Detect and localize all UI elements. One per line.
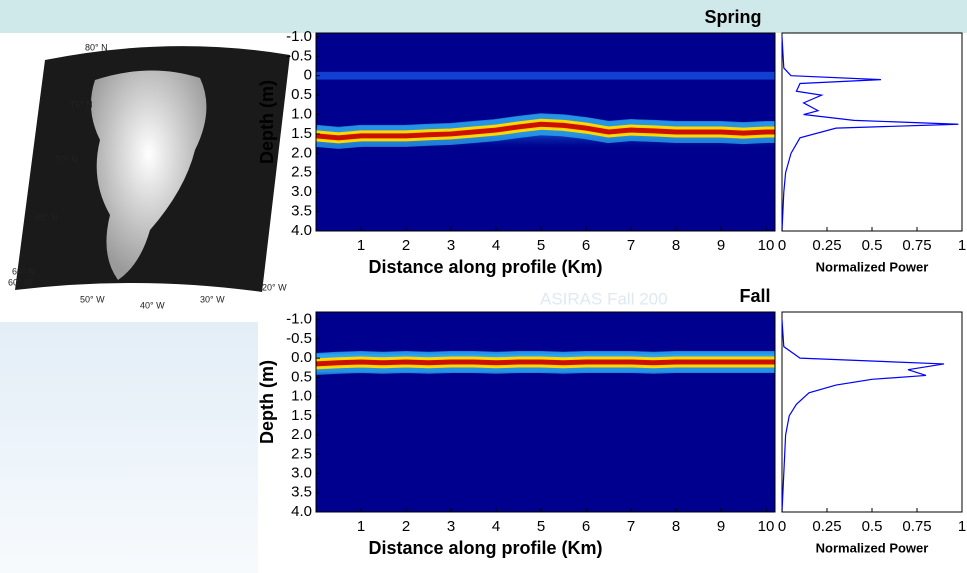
x-tick-label: 2 (402, 518, 410, 535)
map-label: 60° N (12, 266, 35, 276)
map-label: 50° W (80, 294, 105, 304)
chart-title: Fall (739, 286, 770, 306)
x-tick-label: 1 (958, 518, 966, 535)
x-tick-label: 10 (758, 518, 775, 535)
x-tick-label: 5 (537, 237, 545, 254)
layer (315, 359, 775, 367)
x-tick-label: 0.25 (812, 237, 841, 254)
plot-frame (781, 32, 963, 232)
map-label: 60° W (8, 277, 33, 287)
x-tick-label: 0 (778, 237, 786, 254)
x-axis-label: Distance along profile (Km) (368, 538, 602, 558)
y-tick-label: 0.0 (291, 349, 312, 366)
x-axis-label: Normalized Power (816, 540, 929, 555)
map-label: 75° N (70, 99, 93, 109)
plot-frame (315, 311, 776, 513)
y-tick-label: -1.0 (286, 28, 312, 45)
y-tick-label: 2.0 (291, 144, 312, 161)
y-axis-label: Depth (m) (257, 360, 277, 444)
x-tick-label: 2 (402, 237, 410, 254)
x-axis-label: Distance along profile (Km) (368, 257, 602, 277)
x-tick-label: 0.75 (902, 237, 931, 254)
chart-title: Spring (705, 7, 762, 27)
y-tick-label: 2.0 (291, 426, 312, 443)
surface-band (316, 71, 775, 80)
charts: -1.0 -0.5 0 0.5 1.0 1.5 2.0 2.5 3.0 3.5 4.0 1 2 3 4 5 6 7… (257, 7, 966, 558)
y-tick-label: 4.0 (291, 503, 312, 520)
map-label: 30° W (200, 294, 225, 304)
x-tick-label: 6 (582, 518, 590, 535)
map-label: 70° N (55, 154, 78, 164)
y-tick-label: 4.0 (291, 222, 312, 239)
plot-frame (781, 311, 963, 513)
y-tick-label: 1.0 (291, 105, 312, 122)
power-line (781, 319, 945, 513)
x-tick-label: 10 (758, 237, 775, 254)
x-axis-label: Normalized Power (816, 259, 929, 274)
layer (315, 121, 775, 141)
x-tick-label: 1 (357, 237, 365, 254)
x-tick-label: 0 (778, 518, 786, 535)
x-tick-label: 8 (672, 518, 680, 535)
y-tick-label: 0.5 (291, 368, 312, 385)
y-tick-label: 0 (304, 67, 312, 84)
map-labels: 80° N 75° N 70° N 65° N 60° N60° W 50° W 40° W… (8, 42, 287, 310)
y-tick-label: 3.5 (291, 203, 312, 220)
x-tick-label: 6 (582, 237, 590, 254)
side-panel (0, 322, 258, 573)
x-tick-label: 4 (492, 237, 500, 254)
y-tick-label: -0.5 (286, 330, 312, 347)
map-label: 20° W (262, 282, 287, 292)
x-tick-label: 0.5 (862, 237, 883, 254)
y-tick-label: 2.5 (291, 164, 312, 181)
x-tick-label: 0.5 (862, 518, 883, 535)
radar-background (316, 312, 775, 512)
x-tick-label: 7 (627, 237, 635, 254)
x-tick-label: 3 (447, 518, 455, 535)
x-tick-label: 8 (672, 237, 680, 254)
y-tick-label: 1.0 (291, 388, 312, 405)
y-tick-label: 2.5 (291, 445, 312, 462)
x-tick-label: 4 (492, 518, 500, 535)
y-tick-label: 3.5 (291, 484, 312, 501)
plot-frame (315, 32, 776, 232)
y-tick-label: 0.5 (291, 86, 312, 103)
x-tick-label: 1 (357, 518, 365, 535)
y-tick-label: 1.5 (291, 407, 312, 424)
y-tick-label: 3.0 (291, 183, 312, 200)
power-line (781, 36, 959, 232)
x-tick-label: 3 (447, 237, 455, 254)
ice-sheet (91, 70, 207, 281)
top-band (0, 0, 967, 33)
x-tick-label: 9 (717, 237, 725, 254)
map-label: 65° N (35, 212, 58, 222)
x-tick-label: 9 (717, 518, 725, 535)
map-label: 80° N (85, 42, 108, 52)
x-tick-label: 5 (537, 518, 545, 535)
y-tick-label: 1.5 (291, 125, 312, 142)
overlay-text: ASIRAS Fall 200 (540, 289, 668, 308)
y-tick-label: -0.5 (286, 47, 312, 64)
x-tick-label: 0.25 (812, 518, 841, 535)
x-tick-label: 0.75 (902, 518, 931, 535)
y-tick-label: -1.0 (286, 311, 312, 328)
y-axis-label: Depth (m) (257, 80, 277, 164)
x-tick-label: 7 (627, 518, 635, 535)
x-tick-label: 1 (958, 237, 966, 254)
y-tick-label: 3.0 (291, 465, 312, 482)
map-label: 40° W (140, 300, 165, 310)
